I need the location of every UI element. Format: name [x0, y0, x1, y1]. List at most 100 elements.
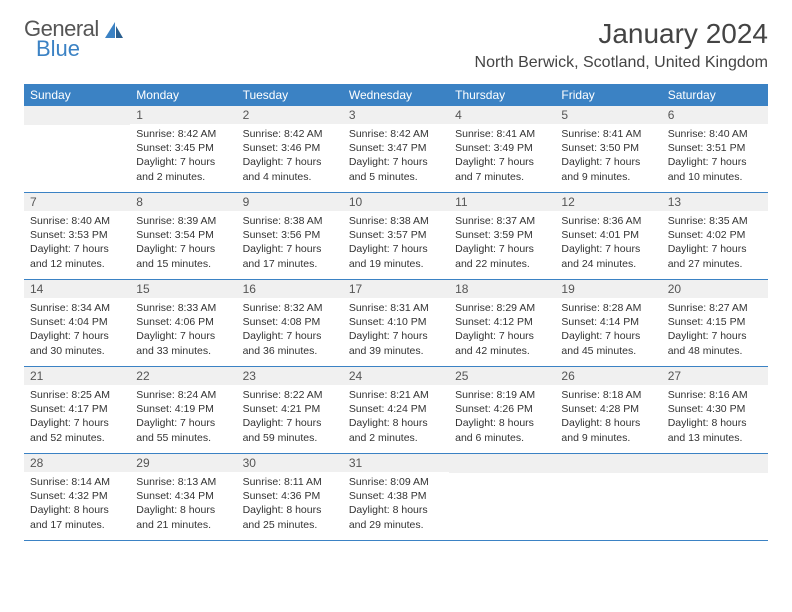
week-row: 28Sunrise: 8:14 AMSunset: 4:32 PMDayligh…: [24, 454, 768, 541]
day-cell: 8Sunrise: 8:39 AMSunset: 3:54 PMDaylight…: [130, 193, 236, 279]
sunset-text: Sunset: 4:36 PM: [243, 489, 337, 503]
day-cell: 30Sunrise: 8:11 AMSunset: 4:36 PMDayligh…: [237, 454, 343, 540]
daylight-text: Daylight: 7 hours and 2 minutes.: [136, 155, 230, 183]
day-number: 10: [343, 193, 449, 211]
day-number: 31: [343, 454, 449, 472]
day-cell: 11Sunrise: 8:37 AMSunset: 3:59 PMDayligh…: [449, 193, 555, 279]
logo-text-bottom: Blue: [36, 38, 99, 60]
sunrise-text: Sunrise: 8:42 AM: [349, 127, 443, 141]
sunset-text: Sunset: 4:06 PM: [136, 315, 230, 329]
daylight-text: Daylight: 7 hours and 33 minutes.: [136, 329, 230, 357]
day-cell: [555, 454, 661, 540]
sunrise-text: Sunrise: 8:25 AM: [30, 388, 124, 402]
sunrise-text: Sunrise: 8:09 AM: [349, 475, 443, 489]
calendar: SundayMondayTuesdayWednesdayThursdayFrid…: [24, 84, 768, 541]
sunrise-text: Sunrise: 8:19 AM: [455, 388, 549, 402]
sunrise-text: Sunrise: 8:11 AM: [243, 475, 337, 489]
weekday-cell: Wednesday: [343, 84, 449, 106]
day-number: 15: [130, 280, 236, 298]
logo: General Blue: [24, 18, 125, 60]
sunset-text: Sunset: 3:53 PM: [30, 228, 124, 242]
day-number: 23: [237, 367, 343, 385]
day-number: 17: [343, 280, 449, 298]
day-cell: 22Sunrise: 8:24 AMSunset: 4:19 PMDayligh…: [130, 367, 236, 453]
weekday-cell: Saturday: [662, 84, 768, 106]
week-row: 7Sunrise: 8:40 AMSunset: 3:53 PMDaylight…: [24, 193, 768, 280]
day-body: Sunrise: 8:38 AMSunset: 3:57 PMDaylight:…: [343, 211, 449, 277]
day-body: Sunrise: 8:33 AMSunset: 4:06 PMDaylight:…: [130, 298, 236, 364]
sunset-text: Sunset: 3:49 PM: [455, 141, 549, 155]
sunrise-text: Sunrise: 8:24 AM: [136, 388, 230, 402]
weekday-header-row: SundayMondayTuesdayWednesdayThursdayFrid…: [24, 84, 768, 106]
daylight-text: Daylight: 7 hours and 19 minutes.: [349, 242, 443, 270]
day-cell: 7Sunrise: 8:40 AMSunset: 3:53 PMDaylight…: [24, 193, 130, 279]
daylight-text: Daylight: 8 hours and 2 minutes.: [349, 416, 443, 444]
day-number: 14: [24, 280, 130, 298]
day-cell: 29Sunrise: 8:13 AMSunset: 4:34 PMDayligh…: [130, 454, 236, 540]
day-number: 6: [662, 106, 768, 124]
daylight-text: Daylight: 7 hours and 48 minutes.: [668, 329, 762, 357]
day-body: Sunrise: 8:22 AMSunset: 4:21 PMDaylight:…: [237, 385, 343, 451]
sunrise-text: Sunrise: 8:27 AM: [668, 301, 762, 315]
sunset-text: Sunset: 4:28 PM: [561, 402, 655, 416]
day-body: Sunrise: 8:21 AMSunset: 4:24 PMDaylight:…: [343, 385, 449, 451]
daylight-text: Daylight: 7 hours and 5 minutes.: [349, 155, 443, 183]
title-block: January 2024 North Berwick, Scotland, Un…: [475, 18, 768, 72]
sunset-text: Sunset: 4:02 PM: [668, 228, 762, 242]
day-body: Sunrise: 8:28 AMSunset: 4:14 PMDaylight:…: [555, 298, 661, 364]
sunset-text: Sunset: 4:38 PM: [349, 489, 443, 503]
sunrise-text: Sunrise: 8:31 AM: [349, 301, 443, 315]
day-number: 18: [449, 280, 555, 298]
daylight-text: Daylight: 7 hours and 36 minutes.: [243, 329, 337, 357]
day-body: Sunrise: 8:38 AMSunset: 3:56 PMDaylight:…: [237, 211, 343, 277]
day-body: Sunrise: 8:42 AMSunset: 3:47 PMDaylight:…: [343, 124, 449, 190]
day-body: Sunrise: 8:14 AMSunset: 4:32 PMDaylight:…: [24, 472, 130, 538]
sunrise-text: Sunrise: 8:40 AM: [30, 214, 124, 228]
sunset-text: Sunset: 3:57 PM: [349, 228, 443, 242]
sunset-text: Sunset: 3:47 PM: [349, 141, 443, 155]
day-body: Sunrise: 8:31 AMSunset: 4:10 PMDaylight:…: [343, 298, 449, 364]
sunrise-text: Sunrise: 8:34 AM: [30, 301, 124, 315]
day-number-empty: [24, 106, 130, 125]
daylight-text: Daylight: 8 hours and 13 minutes.: [668, 416, 762, 444]
sunset-text: Sunset: 4:34 PM: [136, 489, 230, 503]
daylight-text: Daylight: 8 hours and 21 minutes.: [136, 503, 230, 531]
day-cell: [662, 454, 768, 540]
sunset-text: Sunset: 4:14 PM: [561, 315, 655, 329]
day-body: Sunrise: 8:25 AMSunset: 4:17 PMDaylight:…: [24, 385, 130, 451]
day-number: 16: [237, 280, 343, 298]
day-cell: 9Sunrise: 8:38 AMSunset: 3:56 PMDaylight…: [237, 193, 343, 279]
day-cell: 25Sunrise: 8:19 AMSunset: 4:26 PMDayligh…: [449, 367, 555, 453]
day-number-empty: [662, 454, 768, 473]
daylight-text: Daylight: 7 hours and 55 minutes.: [136, 416, 230, 444]
sunrise-text: Sunrise: 8:13 AM: [136, 475, 230, 489]
day-number: 22: [130, 367, 236, 385]
daylight-text: Daylight: 7 hours and 17 minutes.: [243, 242, 337, 270]
sunrise-text: Sunrise: 8:36 AM: [561, 214, 655, 228]
day-cell: 6Sunrise: 8:40 AMSunset: 3:51 PMDaylight…: [662, 106, 768, 192]
day-body: Sunrise: 8:42 AMSunset: 3:46 PMDaylight:…: [237, 124, 343, 190]
day-number: 21: [24, 367, 130, 385]
day-cell: 12Sunrise: 8:36 AMSunset: 4:01 PMDayligh…: [555, 193, 661, 279]
sunset-text: Sunset: 4:32 PM: [30, 489, 124, 503]
header: General Blue January 2024 North Berwick,…: [24, 18, 768, 72]
daylight-text: Daylight: 7 hours and 52 minutes.: [30, 416, 124, 444]
day-number: 25: [449, 367, 555, 385]
day-body: Sunrise: 8:18 AMSunset: 4:28 PMDaylight:…: [555, 385, 661, 451]
daylight-text: Daylight: 7 hours and 9 minutes.: [561, 155, 655, 183]
sunrise-text: Sunrise: 8:35 AM: [668, 214, 762, 228]
day-cell: 23Sunrise: 8:22 AMSunset: 4:21 PMDayligh…: [237, 367, 343, 453]
day-number: 4: [449, 106, 555, 124]
sunrise-text: Sunrise: 8:18 AM: [561, 388, 655, 402]
sunrise-text: Sunrise: 8:29 AM: [455, 301, 549, 315]
weekday-cell: Friday: [555, 84, 661, 106]
sunset-text: Sunset: 3:45 PM: [136, 141, 230, 155]
day-body: Sunrise: 8:42 AMSunset: 3:45 PMDaylight:…: [130, 124, 236, 190]
day-body: Sunrise: 8:40 AMSunset: 3:53 PMDaylight:…: [24, 211, 130, 277]
day-body: Sunrise: 8:39 AMSunset: 3:54 PMDaylight:…: [130, 211, 236, 277]
day-number: 7: [24, 193, 130, 211]
day-cell: 28Sunrise: 8:14 AMSunset: 4:32 PMDayligh…: [24, 454, 130, 540]
day-cell: [24, 106, 130, 192]
daylight-text: Daylight: 7 hours and 10 minutes.: [668, 155, 762, 183]
day-cell: 27Sunrise: 8:16 AMSunset: 4:30 PMDayligh…: [662, 367, 768, 453]
